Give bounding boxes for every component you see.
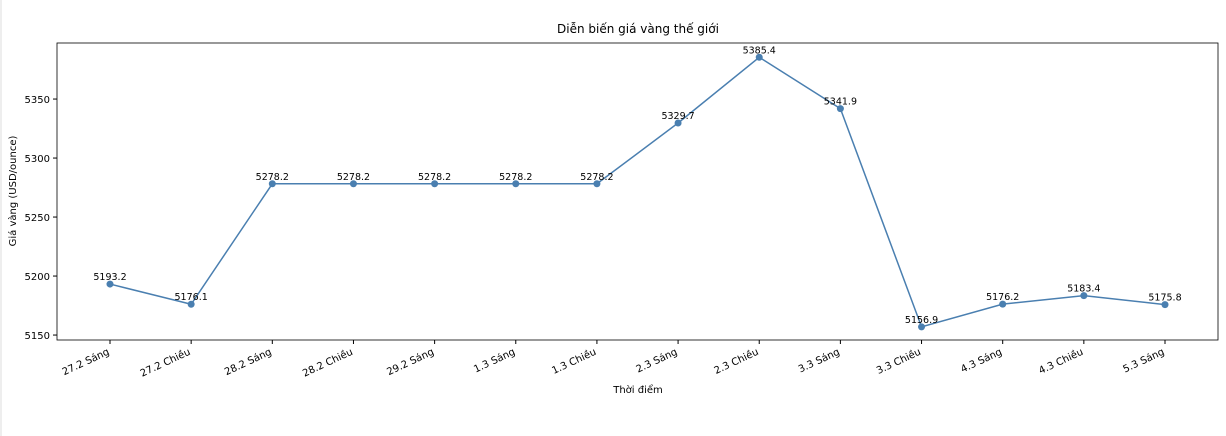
point [268, 180, 276, 188]
point [674, 119, 682, 127]
point [755, 53, 763, 61]
x-tick-label: 1.3 Chiều [550, 346, 598, 377]
x-tick-label: 27.2 Sáng [60, 346, 111, 378]
x-tick-label: 28.2 Chiều [301, 346, 355, 380]
x-tick-label: 27.2 Chiều [138, 346, 192, 380]
point [1080, 292, 1088, 300]
data-label: 5278.2 [418, 172, 451, 183]
plot-frame [56, 42, 1219, 341]
x-tick-label: 4.3 Chiều [1037, 346, 1085, 377]
data-label: 5278.2 [337, 172, 370, 183]
data-label: 5183.4 [1067, 284, 1100, 295]
chart-title: Diễn biến giá vàng thế giới [557, 22, 719, 36]
line [109, 56, 1166, 328]
data-label: 5278.2 [256, 172, 289, 183]
y-tick-label: 5250 [25, 213, 50, 224]
point [349, 180, 357, 188]
x-tick-label: 2.3 Chiều [712, 346, 760, 377]
data-label: 5278.2 [580, 172, 613, 183]
point [512, 180, 520, 188]
x-tick-label: 3.3 Sáng [796, 346, 841, 376]
data-label: 5329.7 [661, 111, 694, 122]
data-label: 5176.2 [986, 292, 1019, 303]
point [1161, 301, 1169, 309]
x-tick-label: 29.2 Sáng [385, 346, 436, 378]
point [106, 280, 114, 288]
y-tick-label: 5200 [25, 272, 50, 283]
point [918, 323, 926, 331]
y-tick-label: 5300 [25, 154, 50, 165]
x-tick-label: 3.3 Chiều [875, 346, 923, 377]
data-label: 5175.8 [1148, 293, 1181, 304]
point [431, 180, 439, 188]
x-tick-label: 2.3 Sáng [634, 346, 679, 376]
point [593, 180, 601, 188]
x-tick-label: 28.2 Sáng [223, 346, 274, 378]
data-label: 5176.1 [175, 292, 208, 303]
data-label: 5278.2 [499, 172, 532, 183]
y-tick-label: 5150 [25, 331, 50, 342]
x-tick-label: 1.3 Sáng [472, 346, 517, 376]
point [187, 300, 195, 308]
data-label: 5385.4 [743, 45, 776, 56]
point [999, 300, 1007, 308]
data-label: 5341.9 [824, 97, 857, 108]
y-axis-label: Giá vàng (USD/ounce) [7, 136, 19, 247]
y-tick-label: 5350 [25, 95, 50, 106]
point [836, 105, 844, 113]
x-axis-label: Thời điểm [612, 383, 663, 396]
x-tick-label: 4.3 Sáng [959, 346, 1004, 376]
data-label: 5193.2 [93, 272, 126, 283]
x-tick-label: 5.3 Sáng [1121, 346, 1166, 376]
data-label: 5156.9 [905, 315, 938, 326]
